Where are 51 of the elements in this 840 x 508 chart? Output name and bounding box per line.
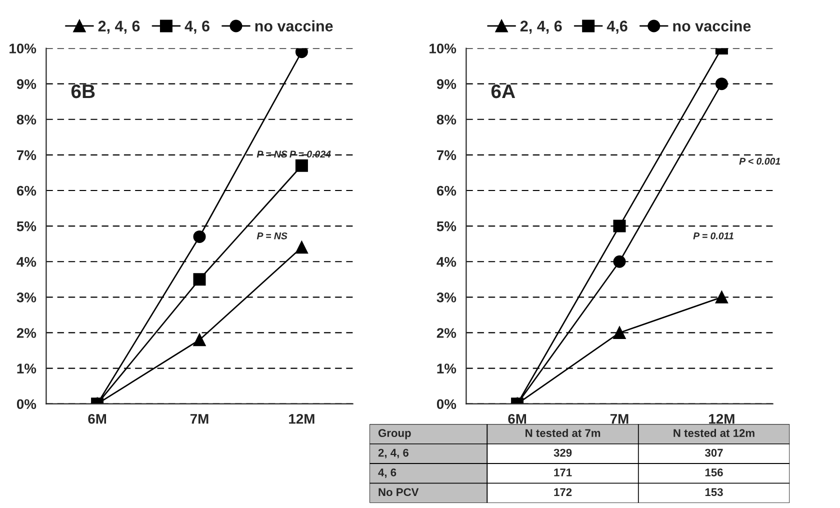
text: 172	[554, 488, 572, 496]
annotation: P < 0.001	[739, 158, 780, 165]
text: N tested at 7m	[526, 428, 600, 438]
x-tick-label: 7M	[610, 414, 628, 424]
legend-label: 4, 6	[184, 20, 210, 34]
text: 153	[705, 488, 723, 496]
text: Group	[378, 429, 411, 440]
x-tick-label: 12M	[709, 414, 734, 424]
legend-label: 2, 4, 6	[520, 20, 562, 34]
y-tick-label: 8%	[16, 114, 36, 125]
y-tick-label: 2%	[16, 328, 36, 338]
y-tick-label: 6%	[16, 186, 36, 196]
annotation: P = 0.011	[693, 232, 734, 240]
text: N tested at 12m	[674, 428, 754, 438]
y-tick-label: 10%	[10, 44, 36, 54]
y-tick-label: 7%	[437, 150, 456, 160]
legend-label: 4,6	[606, 20, 628, 34]
text: 307	[704, 448, 723, 457]
text: 329	[554, 448, 572, 457]
y-tick-label: 0%	[16, 399, 36, 410]
x-tick-label: 12M	[289, 414, 314, 424]
text: 4, 6	[378, 468, 396, 478]
y-tick-label: 0%	[436, 399, 456, 410]
text: 6B	[71, 84, 95, 98]
y-tick-label: 6%	[436, 186, 456, 196]
y-tick-label: 10%	[430, 44, 456, 54]
legend-label: no vaccine	[255, 20, 333, 32]
x-tick-label: 7M	[190, 414, 208, 424]
y-tick-label: 9%	[436, 79, 456, 89]
legend-label: 2, 4, 6	[98, 20, 140, 34]
text: 156	[705, 468, 723, 476]
x-tick-label: 6M	[88, 414, 106, 424]
x-tick-label: 6M	[508, 414, 526, 424]
y-tick-label: 1%	[437, 364, 456, 374]
annotation: P = NS	[256, 232, 288, 240]
y-tick-label: 2%	[436, 328, 456, 338]
y-tick-label: 5%	[16, 221, 36, 232]
y-tick-label: 3%	[436, 292, 456, 302]
y-tick-label: 3%	[16, 292, 36, 302]
legend-label: no vaccine	[673, 20, 751, 32]
y-tick-label: 8%	[436, 114, 456, 125]
y-tick-label: 7%	[17, 150, 36, 160]
text: 6A	[491, 84, 516, 98]
text: 171	[554, 468, 572, 476]
y-tick-label: 4%	[436, 256, 456, 267]
text: 2, 4, 6	[378, 448, 408, 458]
text: No PCV	[378, 488, 419, 496]
y-tick-label: 4%	[16, 256, 36, 267]
y-tick-label: 9%	[16, 79, 36, 89]
y-tick-label: 5%	[436, 221, 456, 232]
y-tick-label: 1%	[17, 364, 36, 374]
